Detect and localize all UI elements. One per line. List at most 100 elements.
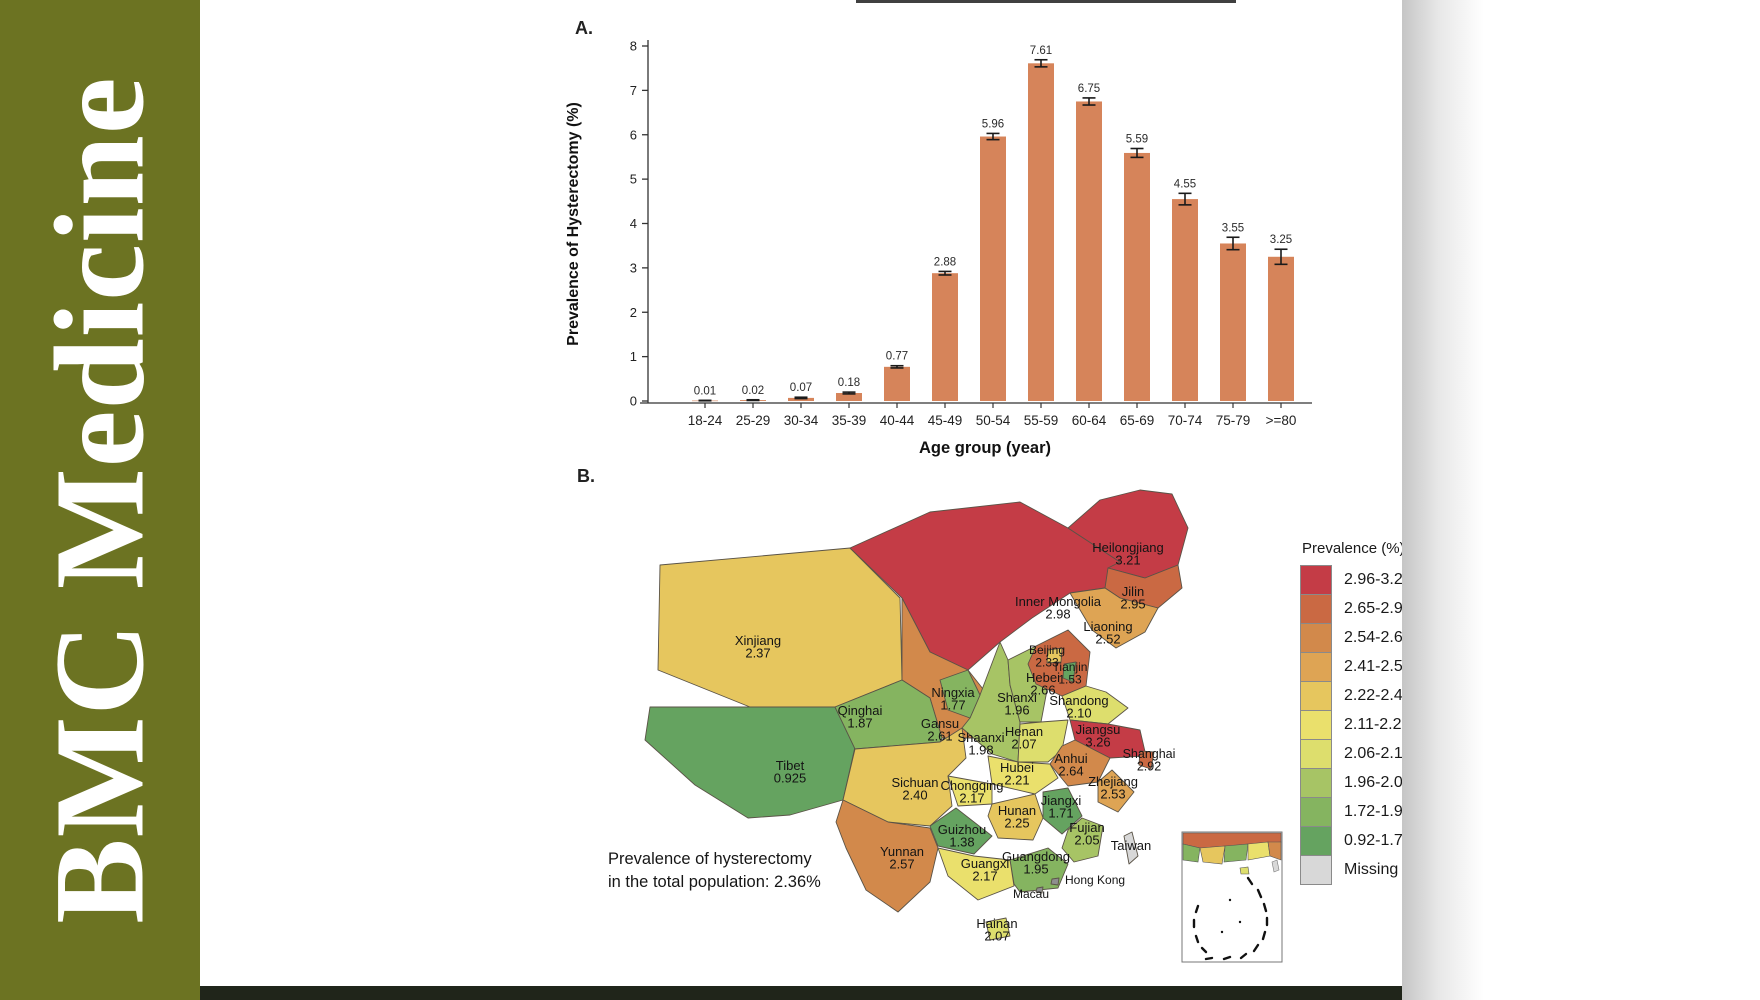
x-tick->=80: >=80 [1266,413,1297,428]
label-inner-mongolia: Inner Mongolia [1015,594,1102,609]
legend-swatch-missing [1301,856,1331,884]
bar-45-49 [932,273,958,401]
label-jiangxi: Jiangxi [1041,793,1082,808]
label-tibet: Tibet [776,758,805,773]
legend-label-2.41-2.53: 2.41-2.53 [1344,657,1412,675]
south-china-sea-inset [1181,831,1283,963]
label-shaanxi: Shaanxi [958,730,1005,745]
legend-label-2.06-2.10: 2.06-2.10 [1344,744,1412,762]
province-shanghai [1138,750,1155,770]
province-fujian [1061,817,1104,863]
label-zhejiang: Zhejiang [1088,774,1138,789]
journal-banner: BMC Medicine [0,0,200,1000]
value-chongqing: 2.17 [959,791,984,806]
x-tick-35-39: 35-39 [832,413,867,428]
x-axis-title: Age group (year) [919,439,1051,457]
legend-swatch-2.96-3.26 [1301,566,1331,595]
label-hong-kong: Hong Kong [1065,873,1125,887]
value-zhejiang: 2.53 [1100,787,1125,802]
province-hunan [987,793,1044,841]
panel-b-label: B. [577,466,595,486]
annotation-line-2: in the total population: 2.36% [608,872,821,891]
value-guizhou: 1.38 [949,835,974,850]
label-shanxi: Shanxi [997,690,1037,705]
provinces [644,489,1189,941]
province-heilongjiang [1067,489,1189,579]
legend-swatch-2.06-2.10 [1301,740,1331,769]
province-taiwan [1123,831,1139,865]
province-jiangxi [1042,787,1083,835]
bar-65-69 [1124,152,1150,401]
x-tick-30-34: 30-34 [784,413,819,428]
label-hainan: Hainan [976,916,1017,931]
bar-value-label: 6.75 [1078,83,1100,95]
bar-35-39 [836,393,862,401]
label-shandong: Shandong [1049,693,1108,708]
annotation-line-1: Prevalence of hysterectomy [608,850,812,868]
label-macau: Macau [1013,887,1049,901]
bar-value-label: 5.59 [1126,134,1148,146]
bar-50-54 [980,136,1006,401]
value-anhui: 2.64 [1058,764,1083,779]
svg-text:0: 0 [630,394,637,409]
value-ningxia: 1.77 [940,698,965,713]
bar-value-label: 4.55 [1174,178,1196,190]
svg-text:2: 2 [630,305,637,320]
value-fujian: 2.05 [1074,833,1099,848]
label-jilin: Jilin [1122,584,1144,599]
bar-55-59 [1028,63,1054,402]
bar-value-label: 0.18 [838,377,860,389]
value-jiangxi: 1.71 [1048,806,1073,821]
legend-swatch-1.96-2.05 [1301,769,1331,798]
legend-swatch-1.72-1.95 [1301,798,1331,827]
value-shaanxi: 1.98 [968,743,993,758]
x-tick-60-64: 60-64 [1072,413,1107,428]
legend-label-2.11-2.21: 2.11-2.21 [1344,715,1411,733]
value-hainan: 2.07 [984,929,1009,944]
bar-value-label: 3.55 [1222,222,1244,234]
label-xinjiang: Xinjiang [735,633,781,648]
value-heilongjiang: 3.21 [1115,553,1140,568]
value-xinjiang: 2.37 [745,646,770,661]
legend-label-missing: Missing [1344,860,1399,878]
province-hong-kong [1050,877,1060,886]
label-jiangsu: Jiangsu [1076,722,1121,737]
label-sichuan: Sichuan [892,775,939,790]
bar-70-74 [1172,199,1198,401]
value-hebei: 2.66 [1030,683,1055,698]
nine-dash-line [1192,876,1269,961]
label-hunan: Hunan [998,803,1036,818]
value-inner-mongolia: 2.98 [1045,607,1070,622]
label-liaoning: Liaoning [1083,619,1132,634]
value-guangxi: 2.17 [972,869,997,884]
map-legend: Prevalence (%) 2.96-3.26 2.65-2.95 2.54-2.… [1300,540,1412,885]
value-jilin: 2.95 [1120,597,1145,612]
label-gansu: Gansu [921,716,959,731]
label-guangdong: Guangdong [1002,849,1070,864]
province-tibet [644,706,856,819]
legend-label-2.54-2.64: 2.54-2.64 [1344,628,1412,646]
svg-text:5: 5 [630,172,637,187]
bar-value-label: 2.88 [934,256,956,268]
value-henan: 2.07 [1011,737,1036,752]
legend-label-2.96-3.26: 2.96-3.26 [1344,570,1412,588]
legend-swatch-2.22-2.40 [1301,682,1331,711]
svg-text:7: 7 [630,83,637,98]
label-anhui: Anhui [1054,751,1087,766]
x-tick-70-74: 70-74 [1168,413,1203,428]
total-prevalence-annotation: Prevalence of hysterectomy in the total … [608,848,821,894]
value-tianjin: 1.53 [1058,673,1082,687]
x-tick-55-59: 55-59 [1024,413,1059,428]
legend-label-1.96-2.05: 1.96-2.05 [1344,773,1412,791]
legend-label-2.22-2.40: 2.22-2.40 [1344,686,1412,704]
legend-swatch-2.54-2.64 [1301,624,1331,653]
bar-value-label: 0.07 [790,382,812,394]
province-zhejiang [1097,769,1135,813]
legend-title: Prevalence (%) [1302,540,1405,557]
svg-text:4: 4 [630,216,637,231]
svg-text:6: 6 [630,127,637,142]
value-jiangsu: 3.26 [1085,735,1110,750]
x-tick-40-44: 40-44 [880,413,915,428]
value-tibet: 0.925 [774,771,807,786]
